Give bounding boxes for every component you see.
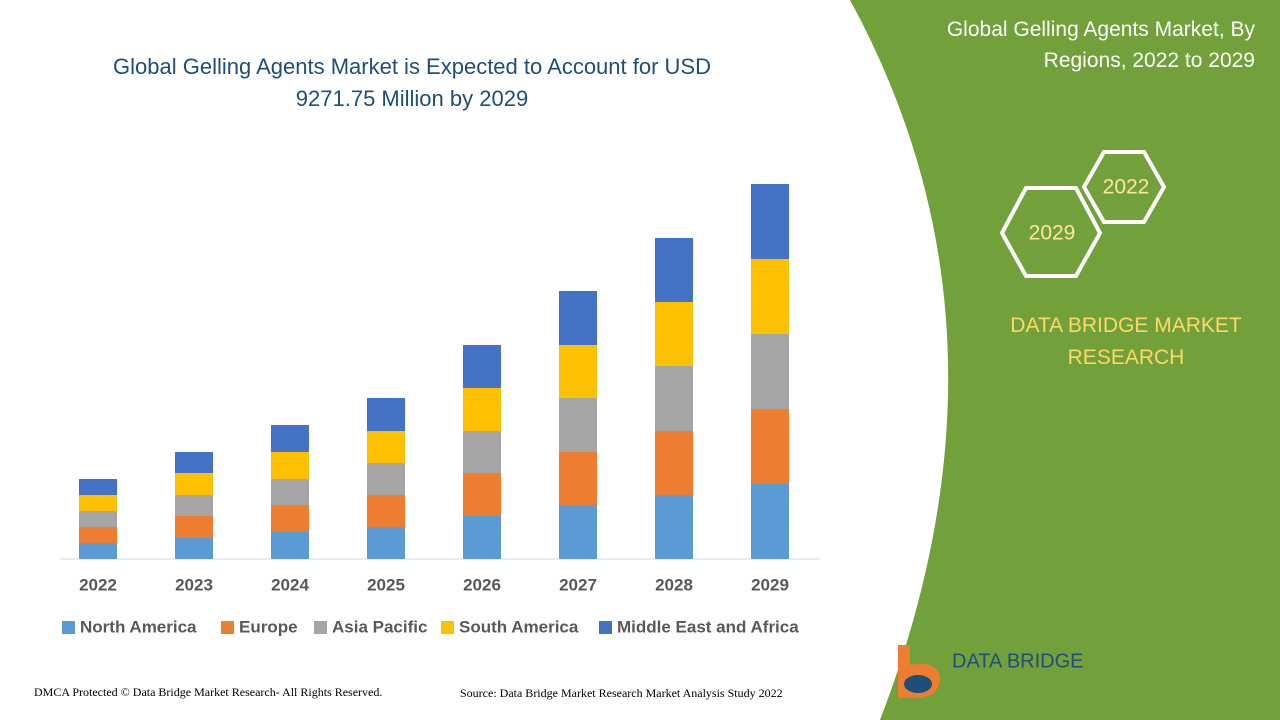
bar-segment bbox=[655, 431, 693, 495]
bar-segment bbox=[175, 452, 213, 473]
chart-title-1: Global Gelling Agents Market is Expected… bbox=[113, 54, 711, 79]
panel-title: Global Gelling Agents Market, By Regions… bbox=[946, 18, 1255, 72]
bar-segment bbox=[175, 473, 213, 495]
bar-segment bbox=[751, 334, 789, 409]
legend-swatch bbox=[221, 621, 234, 634]
footer-left: DMCA Protected © Data Bridge Market Rese… bbox=[34, 685, 382, 699]
bar-segment bbox=[271, 452, 309, 479]
bar-segment bbox=[655, 238, 693, 302]
bar-segment bbox=[559, 291, 597, 345]
bar-segment bbox=[367, 527, 405, 559]
x-tick-label: 2025 bbox=[367, 575, 405, 594]
bar-segment bbox=[463, 516, 501, 559]
bar-segment bbox=[367, 431, 405, 463]
bar-segment bbox=[79, 495, 117, 511]
brand-box: DATA BRIDGE MARKET RESEARCH bbox=[1010, 314, 1242, 369]
footer-right: Source: Data Bridge Market Research Mark… bbox=[460, 686, 783, 700]
bar-segment bbox=[271, 505, 309, 532]
bar-segment bbox=[271, 532, 309, 559]
bar-segment bbox=[751, 484, 789, 559]
bar-segment bbox=[79, 511, 117, 527]
bar-segment bbox=[79, 527, 117, 543]
bar-segment bbox=[751, 409, 789, 484]
legend-label: Asia Pacific bbox=[332, 617, 427, 636]
bar-segment bbox=[79, 543, 117, 559]
bar-segment bbox=[559, 345, 597, 398]
panel-title-box: Global Gelling Agents Market, By Regions… bbox=[946, 18, 1255, 72]
bar-segment bbox=[655, 495, 693, 559]
bar-segment bbox=[175, 538, 213, 559]
x-tick-label: 2023 bbox=[175, 575, 213, 594]
side-panel bbox=[850, 0, 1280, 720]
bar-segment bbox=[271, 479, 309, 505]
legend-label: South America bbox=[459, 617, 579, 636]
bar-segment bbox=[367, 463, 405, 495]
bar-segment bbox=[271, 425, 309, 452]
x-tick-label: 2022 bbox=[79, 575, 117, 594]
legend-swatch bbox=[314, 621, 327, 634]
legend-label: North America bbox=[80, 617, 197, 636]
hexagon bbox=[999, 186, 1103, 278]
bar-segment bbox=[751, 259, 789, 334]
x-tick-label: 2028 bbox=[655, 575, 693, 594]
bar-segment bbox=[463, 388, 501, 431]
logo-icon bbox=[904, 675, 932, 693]
bar-segment bbox=[559, 505, 597, 559]
legend-swatch bbox=[62, 621, 75, 634]
x-tick-label: 2024 bbox=[271, 575, 309, 594]
bar-segment bbox=[559, 452, 597, 505]
bar-segment bbox=[463, 431, 501, 473]
bar-segment bbox=[175, 516, 213, 538]
legend-swatch bbox=[441, 621, 454, 634]
x-tick-label: 2026 bbox=[463, 575, 501, 594]
bar-segment bbox=[751, 184, 789, 259]
bar-segment bbox=[79, 479, 117, 495]
hex-label: 2022 bbox=[1103, 176, 1150, 199]
legend-label: Middle East and Africa bbox=[617, 617, 799, 636]
legend-swatch bbox=[599, 621, 612, 634]
bar-segment bbox=[463, 473, 501, 516]
hexagon bbox=[1081, 150, 1167, 224]
brand: DATA BRIDGE MARKET RESEARCH bbox=[1010, 314, 1242, 369]
bar-segment bbox=[463, 345, 501, 388]
chart-title-2: 9271.75 Million by 2029 bbox=[296, 86, 528, 111]
x-tick-label: 2027 bbox=[559, 575, 597, 594]
x-tick-label: 2029 bbox=[751, 575, 789, 594]
logo-text: DATA BRIDGE bbox=[952, 650, 1084, 672]
legend-label: Europe bbox=[239, 617, 298, 636]
bar-segment bbox=[367, 398, 405, 431]
hex-label: 2029 bbox=[1029, 222, 1076, 245]
bar-segment bbox=[559, 398, 597, 452]
bar-segment bbox=[367, 495, 405, 527]
bar-segment bbox=[175, 495, 213, 516]
bar-segment bbox=[655, 366, 693, 431]
bar-segment bbox=[655, 302, 693, 366]
